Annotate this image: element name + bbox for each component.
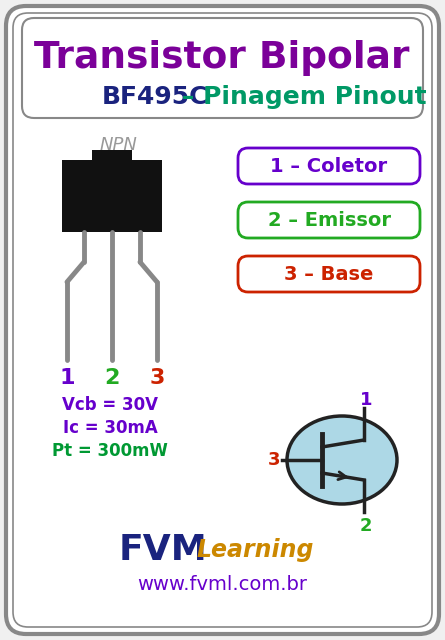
- Text: 1: 1: [59, 368, 75, 388]
- FancyBboxPatch shape: [13, 13, 432, 627]
- Text: Pt = 300mW: Pt = 300mW: [52, 442, 168, 460]
- FancyBboxPatch shape: [22, 18, 423, 118]
- FancyBboxPatch shape: [238, 202, 420, 238]
- Text: Vcb = 30V: Vcb = 30V: [62, 396, 158, 414]
- Bar: [62, 160, 162, 232]
- Text: FVM: FVM: [118, 533, 207, 567]
- Text: Ic = 30mA: Ic = 30mA: [63, 419, 158, 437]
- Text: 1: 1: [360, 391, 372, 409]
- Text: Transistor Bipolar: Transistor Bipolar: [34, 40, 410, 76]
- Bar: [92, 150, 132, 162]
- Text: 2: 2: [360, 517, 372, 535]
- Text: 3: 3: [268, 451, 280, 469]
- Text: BF495C: BF495C: [102, 85, 208, 109]
- Text: 2: 2: [104, 368, 120, 388]
- FancyBboxPatch shape: [238, 256, 420, 292]
- Text: 2 – Emissor: 2 – Emissor: [267, 211, 391, 230]
- FancyBboxPatch shape: [6, 6, 439, 634]
- Ellipse shape: [287, 416, 397, 504]
- Text: 3 – Base: 3 – Base: [284, 264, 374, 284]
- FancyBboxPatch shape: [238, 148, 420, 184]
- Text: 1 – Coletor: 1 – Coletor: [271, 157, 388, 175]
- Text: NPN: NPN: [99, 136, 137, 154]
- Text: Learning: Learning: [196, 538, 314, 562]
- Text: 3: 3: [150, 368, 165, 388]
- Text: – Pinagem Pinout: – Pinagem Pinout: [173, 85, 427, 109]
- Text: www.fvml.com.br: www.fvml.com.br: [137, 575, 307, 595]
